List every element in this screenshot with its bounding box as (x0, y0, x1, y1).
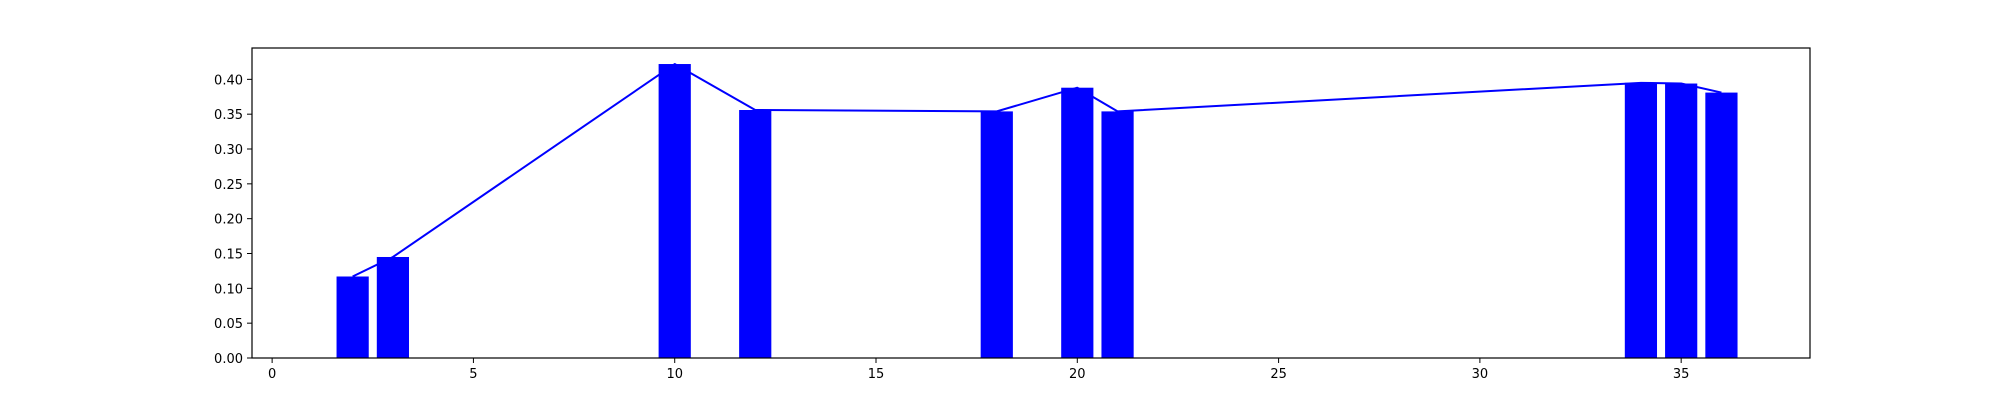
bar (739, 110, 772, 358)
y-tick-label: 0.25 (214, 178, 243, 193)
y-tick-label: 0.30 (214, 143, 243, 158)
x-tick-label: 5 (469, 367, 477, 382)
y-tick-label: 0.10 (214, 282, 243, 297)
bar (376, 256, 410, 358)
y-axis: 0.00 0.05 0.10 0.15 0.20 0.25 0.30 0.35 0.40 (214, 73, 252, 367)
x-tick-label: 0 (268, 367, 276, 382)
bar-series (336, 64, 1738, 359)
bar (1665, 83, 1698, 359)
y-tick-label: 0.15 (214, 248, 243, 263)
x-tick-label: 20 (1069, 367, 1086, 382)
bar (980, 111, 1013, 359)
plot-frame (251, 47, 1811, 359)
y-tick-label: 0.00 (214, 352, 243, 367)
bar (1624, 82, 1658, 359)
x-axis: 0 5 10 15 20 25 30 35 (268, 358, 1689, 382)
x-tick-label: 35 (1673, 367, 1690, 382)
x-tick-label: 10 (666, 367, 683, 382)
y-tick-label: 0.35 (214, 108, 243, 123)
bar (1061, 87, 1094, 359)
y-tick-label: 0.05 (214, 317, 243, 332)
bar (1705, 92, 1738, 359)
x-tick-label: 15 (868, 367, 885, 382)
y-tick-label: 0.20 (214, 213, 243, 228)
x-tick-label: 25 (1270, 367, 1287, 382)
bar (1101, 111, 1134, 359)
bar (658, 64, 691, 359)
y-tick-label: 0.40 (214, 73, 243, 88)
bar (336, 276, 369, 358)
x-tick-label: 30 (1472, 367, 1489, 382)
series-line (352, 63, 1722, 278)
